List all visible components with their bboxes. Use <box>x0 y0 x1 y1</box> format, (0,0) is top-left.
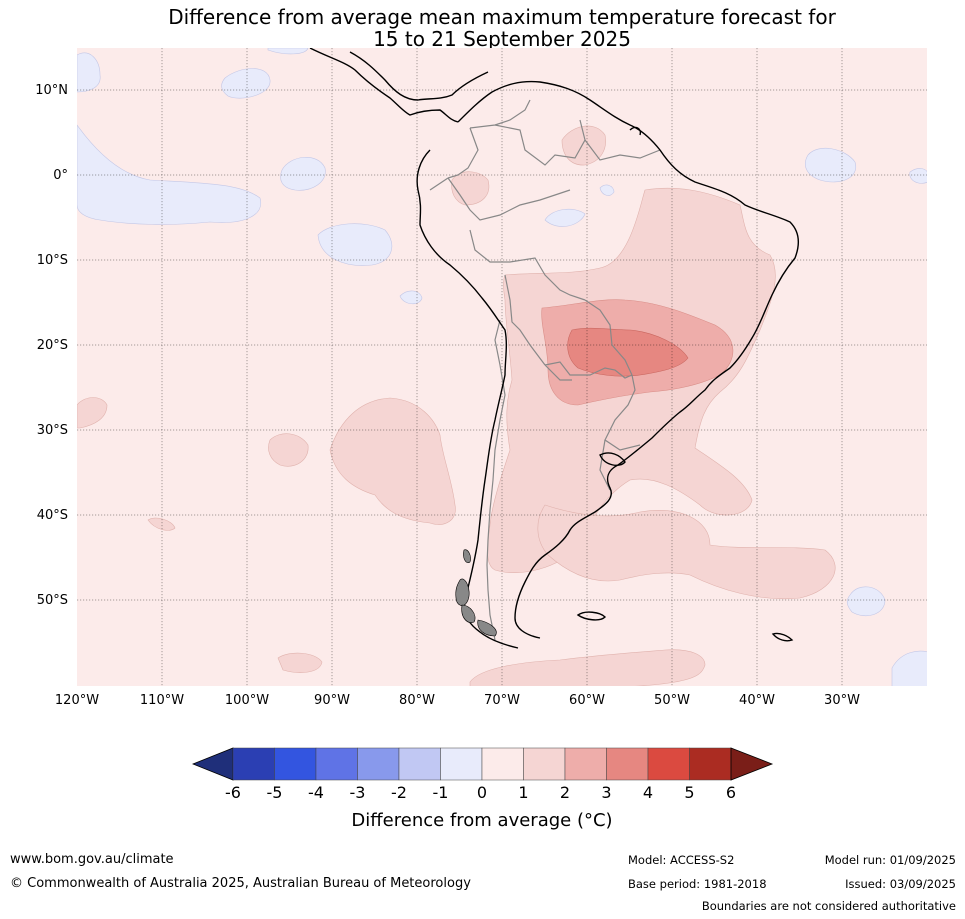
colorbar-tick-label: 3 <box>601 783 612 802</box>
colorbar-segment <box>647 747 690 781</box>
colorbar-segment <box>357 747 400 781</box>
warm-area-south-2 <box>469 649 706 686</box>
colorbar <box>192 747 774 781</box>
cool-area-equatorial-pacific <box>77 124 262 225</box>
footer-model-run: Model run: 01/09/2025 <box>824 853 956 867</box>
caribbean-coast-sa <box>457 80 799 639</box>
cool-area-peru-offshore <box>317 223 393 266</box>
cool-area-pacific-1 <box>221 68 271 99</box>
colorbar-segment <box>232 747 275 781</box>
footer-base-period: Base period: 1981-2018 <box>628 877 767 891</box>
cool-area-southeast-corner <box>891 650 927 686</box>
colorbar-tick-label: -2 <box>391 783 407 802</box>
lat-label: 50°S <box>36 592 68 608</box>
colorbar-segment <box>315 747 358 781</box>
lon-label: 40°W <box>739 693 775 708</box>
warm-area-south-1 <box>277 652 323 673</box>
colorbar-segment <box>274 747 317 781</box>
lat-label: 20°S <box>36 337 68 353</box>
colorbar-segment <box>689 747 732 781</box>
lon-label: 70°W <box>484 693 520 708</box>
lon-label: 50°W <box>654 693 690 708</box>
cool-area-galapagos <box>280 157 326 191</box>
chile-fjords <box>455 549 497 637</box>
warm-area-venezuela <box>561 125 606 166</box>
map-title-line2: 15 to 21 September 2025 <box>373 27 631 51</box>
cool-area-north-pacific <box>77 52 101 93</box>
colorbar-tick-label: 2 <box>559 783 571 802</box>
lat-label: 0° <box>53 167 68 183</box>
cool-area-amazon <box>544 208 586 227</box>
forecast-map <box>77 48 927 686</box>
lon-label: 30°W <box>824 693 860 708</box>
colorbar-segment <box>606 747 649 781</box>
warm-area-pacific-tiny <box>147 517 176 531</box>
colorbar-tick-label: 1 <box>518 783 529 802</box>
cool-area-small-1 <box>399 290 423 305</box>
footer-copyright: © Commonwealth of Australia 2025, Austra… <box>10 876 471 891</box>
map-title-line1: Difference from average mean maximum tem… <box>168 5 836 29</box>
footer-website: www.bom.gov.au/climate <box>10 852 174 867</box>
colorbar-segment <box>481 747 524 781</box>
footer-model: Model: ACCESS-S2 <box>628 853 735 867</box>
colorbar-tick-label: 5 <box>684 783 695 802</box>
warm-area-southeast-pacific <box>329 397 456 525</box>
lon-label: 60°W <box>569 693 605 708</box>
colorbar-segment <box>440 747 483 781</box>
falklands <box>576 611 606 621</box>
lat-label: 30°S <box>36 422 68 438</box>
lon-label: 110°W <box>139 693 185 708</box>
colorbar-segment <box>523 747 566 781</box>
colorbar-segment <box>398 747 441 781</box>
central-america-coast <box>309 48 459 123</box>
cool-area-atlantic-equatorial <box>805 147 857 183</box>
lon-label: 120°W <box>54 693 100 708</box>
colorbar-tick-label: -3 <box>349 783 366 802</box>
lon-label: 80°W <box>399 693 435 708</box>
amazon-mouth <box>629 126 642 136</box>
colorbar-tick-label: 4 <box>642 783 654 802</box>
cool-anomaly-areas <box>77 48 927 686</box>
cool-area-top-edge <box>267 48 309 55</box>
south-georgia <box>771 632 794 642</box>
lon-label: 90°W <box>314 693 350 708</box>
warm-3-4-area-paraguay-brazil <box>567 327 689 377</box>
lon-label: 100°W <box>224 693 270 708</box>
colorbar-over-triangle <box>730 747 774 781</box>
lat-label: 40°S <box>36 507 68 523</box>
warm-area-pacific-west <box>77 397 108 429</box>
graticule <box>77 48 927 686</box>
colorbar-tick-label: -6 <box>225 783 241 802</box>
rio-de-la-plata <box>599 452 626 467</box>
colorbar-tick-label: 6 <box>725 783 737 802</box>
lat-label: 10°N <box>35 82 68 98</box>
cool-area-atlantic-east <box>909 168 927 184</box>
country-borders <box>429 99 661 641</box>
warm-area-pacific-small <box>268 433 309 467</box>
colorbar-tick-label: -1 <box>432 783 449 802</box>
colorbar-tick-label: -4 <box>308 783 324 802</box>
colorbar-tick-label: -5 <box>266 783 283 802</box>
central-america-caribbean <box>349 51 489 101</box>
footer-disclaimer: Boundaries are not considered authoritat… <box>701 899 956 913</box>
cool-area-south-atlantic <box>846 586 886 616</box>
lat-label: 10°S <box>36 252 68 268</box>
colorbar-label: Difference from average (°C) <box>351 810 613 831</box>
footer-issued: Issued: 03/09/2025 <box>845 877 956 891</box>
colorbar-tick-label: 0 <box>476 783 488 802</box>
colorbar-segment <box>564 747 607 781</box>
colorbar-under-triangle <box>192 747 234 781</box>
cool-area-small-2 <box>599 184 615 196</box>
warm-area-patagonia-east <box>537 504 836 600</box>
